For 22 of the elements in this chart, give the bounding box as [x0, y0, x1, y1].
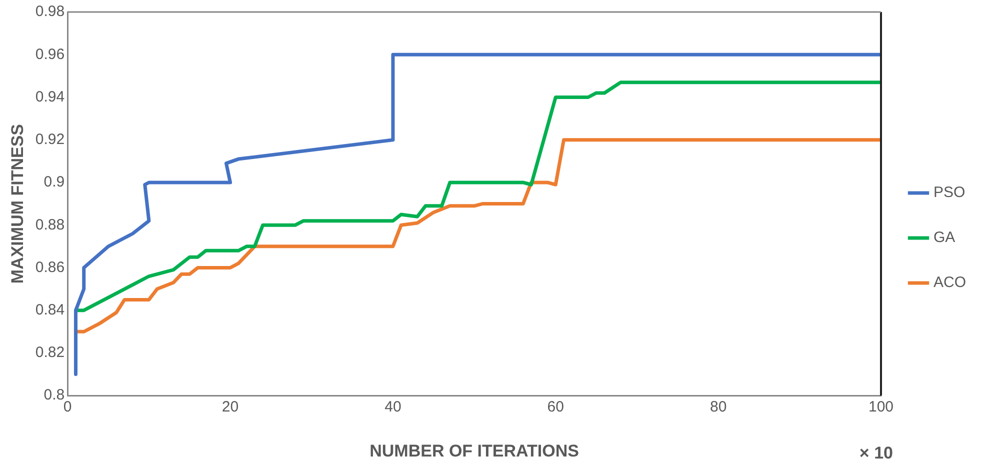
legend-label: PSO: [933, 184, 966, 202]
y-tick-label: 0.94: [35, 88, 65, 106]
y-tick-label: 0.98: [35, 3, 65, 20]
x-tick-label: 80: [710, 398, 727, 416]
y-tick-label: 0.92: [35, 131, 65, 148]
x-axis-title: NUMBER OF ITERATIONS: [370, 441, 579, 460]
x-tick-label: 20: [222, 398, 239, 416]
x-tick-label: 60: [547, 398, 564, 416]
y-tick-label: 0.8: [44, 386, 65, 404]
y-tick-label: 0.82: [35, 344, 65, 362]
y-tick-label: 0.88: [35, 216, 65, 234]
y-tick-label: 0.96: [35, 46, 65, 63]
x-tick-label: 40: [384, 398, 402, 416]
x-tick-label: 100: [868, 398, 894, 416]
y-tick-label: 0.84: [35, 301, 65, 318]
text: × 10: [859, 444, 893, 463]
y-tick-label: 0.9: [44, 174, 65, 191]
y-tick-label: 0.86: [35, 258, 65, 276]
legend-label: GA: [933, 229, 956, 246]
y-axis-title: MAXIMUM FITNESS: [8, 124, 27, 284]
legend-label: ACO: [933, 274, 966, 292]
x-tick-label: 0: [63, 398, 72, 416]
